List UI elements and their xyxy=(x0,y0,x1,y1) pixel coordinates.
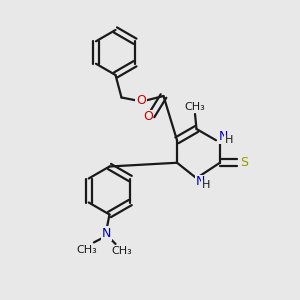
Text: O: O xyxy=(143,110,153,124)
Text: S: S xyxy=(240,156,248,169)
Text: N: N xyxy=(196,175,205,188)
Text: H: H xyxy=(225,135,233,145)
Text: CH₃: CH₃ xyxy=(184,102,206,112)
Text: H: H xyxy=(202,180,210,190)
Text: CH₃: CH₃ xyxy=(111,246,132,256)
Text: CH₃: CH₃ xyxy=(76,245,98,255)
Text: N: N xyxy=(219,130,228,143)
Text: O: O xyxy=(136,94,146,107)
Text: N: N xyxy=(102,227,111,240)
